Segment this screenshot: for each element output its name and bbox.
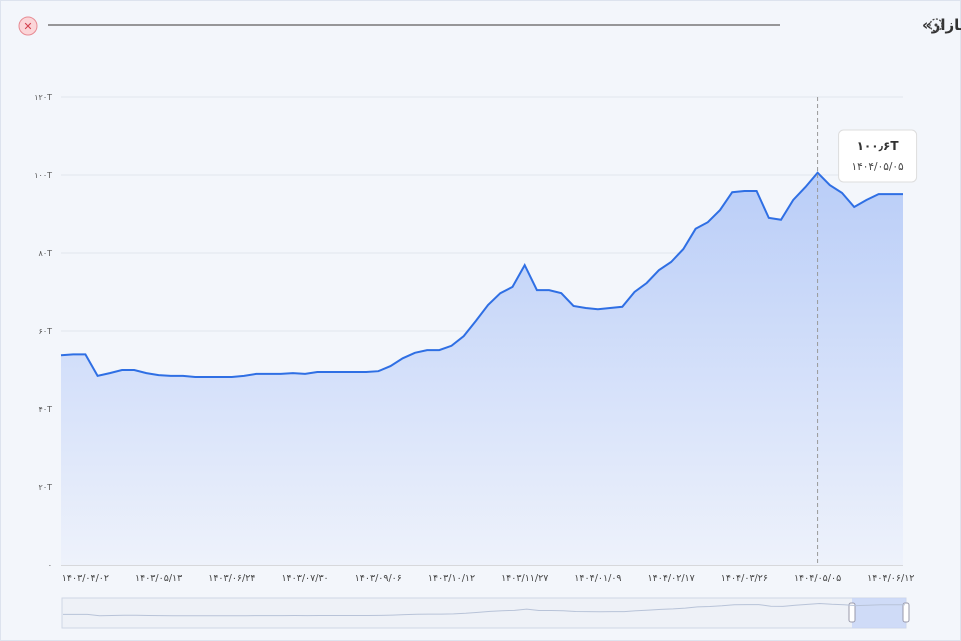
y-tick-label: ۶۰T	[39, 327, 53, 336]
y-tick-label: ۴۰T	[39, 405, 53, 414]
x-tick-label: ۱۴۰۴/۰۱/۰۹	[574, 573, 621, 584]
zoom-window[interactable]	[852, 598, 906, 628]
x-tick-label: ۱۴۰۳/۰۵/۱۳	[135, 573, 182, 584]
close-button[interactable]: ✕	[18, 16, 38, 36]
title-icon	[929, 18, 943, 32]
x-tick-label: ۱۴۰۳/۱۱/۲۷	[501, 573, 548, 584]
y-tick-label: ۸۰T	[39, 249, 53, 258]
line	[60, 171, 903, 378]
zoom-handle[interactable]	[902, 602, 910, 623]
x-tick-label: ۱۴۰۴/۰۲/۱۷	[648, 573, 695, 584]
y-tick-label: ۱۲۰T	[34, 93, 52, 102]
tooltip-value: ۱۰۰٫۶T	[857, 139, 900, 153]
area	[61, 172, 903, 565]
tooltip: ۱۰۰٫۶T ۱۴۰۴/۰۵/۰۵	[838, 129, 918, 183]
zoom-slider[interactable]	[61, 597, 907, 629]
x-tick-label: ۱۴۰۳/۱۰/۱۲	[428, 573, 475, 584]
zoom-handle[interactable]	[848, 602, 856, 623]
x-tick-label: ۱۴۰۴/۰۳/۲۶	[721, 573, 768, 584]
close-icon[interactable]: ✕	[23, 20, 32, 33]
x-tick-label: ۱۴۰۳/۰۶/۲۴	[208, 573, 255, 584]
x-tick-label: ۱۴۰۴/۰۵/۰۵	[794, 573, 841, 584]
y-tick-label: ۱۰۰T	[34, 171, 52, 180]
x-tick-label: ۱۴۰۳/۰۹/۰۶	[355, 573, 402, 584]
title-icon-dot	[934, 23, 938, 27]
y-tick-label: ۲۰T	[39, 483, 53, 492]
x-tick-label: ۱۴۰۳/۰۷/۳۰	[281, 573, 328, 584]
x-tick-label: ۱۴۰۴/۰۶/۱۲	[867, 573, 914, 584]
zoom-preview	[63, 602, 905, 617]
tooltip-date: ۱۴۰۴/۰۵/۰۵	[851, 161, 904, 173]
y-tick-label: ۰	[48, 561, 52, 570]
x-tick-label: ۱۴۰۳/۰۴/۰۲	[62, 573, 109, 584]
tooltip-box	[838, 129, 918, 183]
